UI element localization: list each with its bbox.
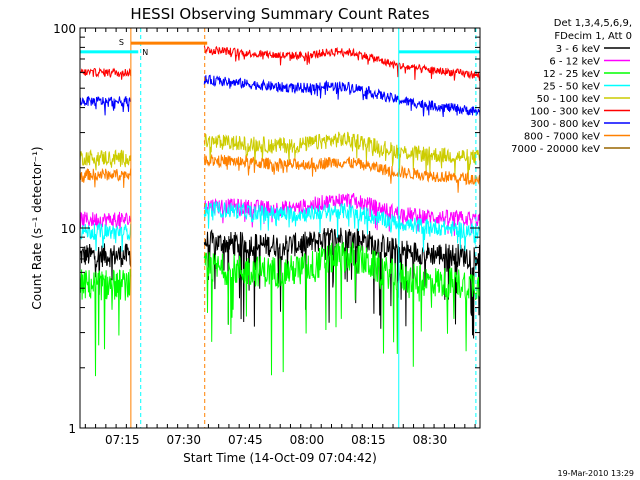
x-tick-label: 08:30 (413, 433, 448, 447)
series-line-0 (80, 227, 480, 339)
x-tick-label: 07:45 (228, 433, 263, 447)
x-tick-label: 07:30 (166, 433, 201, 447)
series-line-4 (80, 131, 480, 180)
x-tick-label: 07:15 (105, 433, 140, 447)
legend-label: 7000 - 20000 keV (511, 144, 600, 155)
y-axis-label: Count Rate (s⁻¹ detector⁻¹) (30, 146, 44, 309)
y-tick-label: 100 (53, 22, 76, 36)
generated-timestamp: 19-Mar-2010 13:29 (558, 469, 635, 478)
legend-label: 25 - 50 keV (543, 82, 600, 93)
saa-bar (130, 41, 208, 45)
legend-label: 50 - 100 keV (537, 94, 601, 105)
night-bar-0 (80, 50, 139, 54)
series-line-2 (80, 241, 480, 377)
night-bar-1 (398, 50, 480, 54)
series-line-6 (80, 74, 480, 118)
legend-label: 300 - 800 keV (530, 119, 600, 130)
legend-label: 100 - 300 keV (530, 107, 600, 118)
x-tick-label: 08:00 (290, 433, 325, 447)
plot-area (80, 45, 480, 377)
legend-label: 3 - 6 keV (556, 44, 600, 55)
legend-header-line: Det 1,3,4,5,6,9, (554, 18, 632, 29)
x-tick-label: 08:15 (351, 433, 386, 447)
legend-label: 800 - 7000 keV (524, 132, 600, 143)
y-tick-label: 1 (68, 422, 76, 436)
night-label: N (142, 48, 148, 57)
saa-label: S (119, 38, 124, 47)
y-tick-label: 10 (61, 222, 76, 236)
x-axis-label: Start Time (14-Oct-09 07:04:42) (183, 451, 377, 465)
series-line-7 (80, 153, 480, 193)
series-line-3 (80, 201, 480, 253)
legend-header-line: FDecim 1, Att 0 (554, 31, 632, 42)
series-line-5 (80, 45, 480, 81)
legend-label: 6 - 12 keV (549, 57, 600, 68)
legend-label: 12 - 25 keV (543, 69, 600, 80)
chart-title: HESSI Observing Summary Count Rates (130, 5, 429, 23)
